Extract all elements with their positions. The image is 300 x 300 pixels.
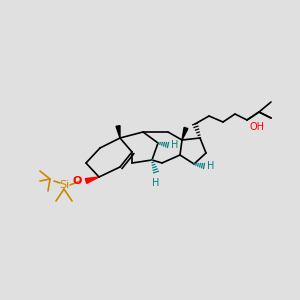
Polygon shape bbox=[85, 177, 99, 183]
Polygon shape bbox=[182, 128, 188, 140]
Polygon shape bbox=[116, 126, 120, 138]
Text: Si: Si bbox=[59, 180, 69, 190]
Text: O: O bbox=[73, 176, 82, 186]
Text: OH: OH bbox=[250, 122, 265, 132]
Text: H: H bbox=[152, 178, 160, 188]
Text: H: H bbox=[171, 140, 178, 150]
Text: H: H bbox=[207, 161, 214, 171]
